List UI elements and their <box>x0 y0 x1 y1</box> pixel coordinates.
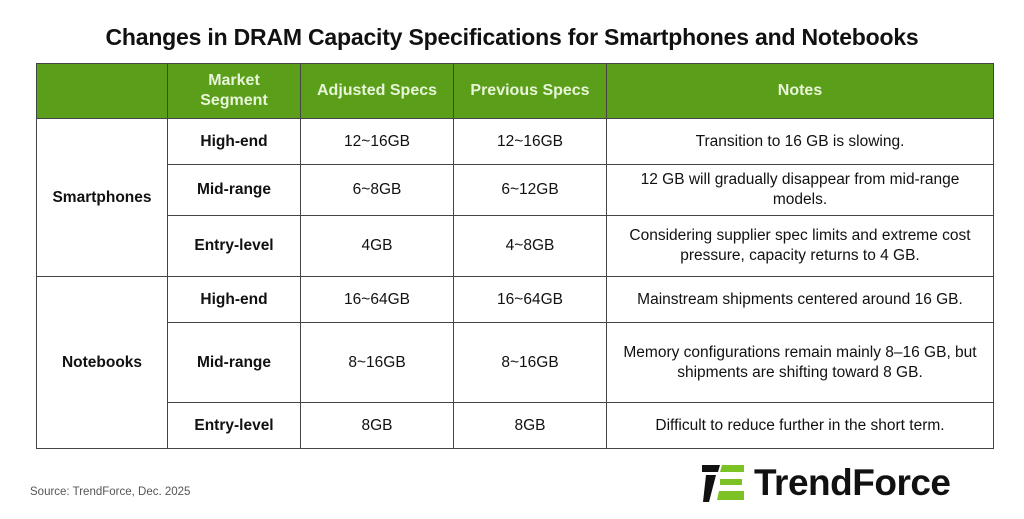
header-previous-specs: Previous Specs <box>453 63 607 119</box>
dram-spec-table: Market Segment Adjusted Specs Previous S… <box>36 63 994 449</box>
header-notes: Notes <box>606 63 994 119</box>
table-row: Notebooks High-end 16~64GB 16~64GB Mains… <box>36 276 994 449</box>
adjusted-cell: 12~16GB <box>300 118 454 165</box>
device-cell: Smartphones <box>36 118 168 277</box>
segment-cell: Entry-level <box>167 402 301 449</box>
notes-cell: Considering supplier spec limits and ext… <box>606 215 994 277</box>
header-row: Market Segment Adjusted Specs Previous S… <box>36 63 994 119</box>
adjusted-cell: 6~8GB <box>300 164 454 216</box>
previous-cell: 8GB <box>453 402 607 449</box>
adjusted-cell: 16~64GB <box>300 276 454 323</box>
table-row: Smartphones High-end 12~16GB 12~16GB Tra… <box>36 118 994 277</box>
adjusted-cell: 4GB <box>300 215 454 277</box>
header-blank <box>36 63 168 119</box>
notes-cell: Transition to 16 GB is slowing. <box>606 118 994 165</box>
previous-cell: 8~16GB <box>453 322 607 403</box>
table-row: Mid-range 6~8GB 6~12GB 12 GB will gradua… <box>37 164 994 216</box>
segment-cell: Mid-range <box>167 322 301 403</box>
table-row: Entry-level 8GB 8GB Difficult to reduce … <box>37 402 994 449</box>
notes-cell: Mainstream shipments centered around 16 … <box>606 276 994 323</box>
trendforce-logo: TrendForce <box>700 462 951 504</box>
header-market-segment: Market Segment <box>167 63 301 119</box>
segment-cell: High-end <box>167 276 301 323</box>
segment-cell: Entry-level <box>167 215 301 277</box>
page-title: Changes in DRAM Capacity Specifications … <box>105 24 919 50</box>
logo-text: TrendForce <box>754 462 951 503</box>
device-cell: Notebooks <box>36 276 168 449</box>
source-note: Source: TrendForce, Dec. 2025 <box>30 486 191 498</box>
notes-cell: 12 GB will gradually disappear from mid-… <box>606 164 994 216</box>
previous-cell: 16~64GB <box>453 276 607 323</box>
notes-cell: Difficult to reduce further in the short… <box>606 402 994 449</box>
trendforce-logo-icon <box>702 465 744 502</box>
segment-cell: High-end <box>167 118 301 165</box>
header-adjusted-specs: Adjusted Specs <box>300 63 454 119</box>
adjusted-cell: 8~16GB <box>300 322 454 403</box>
adjusted-cell: 8GB <box>300 402 454 449</box>
previous-cell: 6~12GB <box>453 164 607 216</box>
previous-cell: 12~16GB <box>453 118 607 165</box>
table-row: Entry-level 4GB 4~8GB Considering suppli… <box>37 215 994 277</box>
table-row: Mid-range 8~16GB 8~16GB Memory configura… <box>37 322 994 403</box>
previous-cell: 4~8GB <box>453 215 607 277</box>
segment-cell: Mid-range <box>167 164 301 216</box>
notes-cell: Memory configurations remain mainly 8–16… <box>606 322 994 403</box>
